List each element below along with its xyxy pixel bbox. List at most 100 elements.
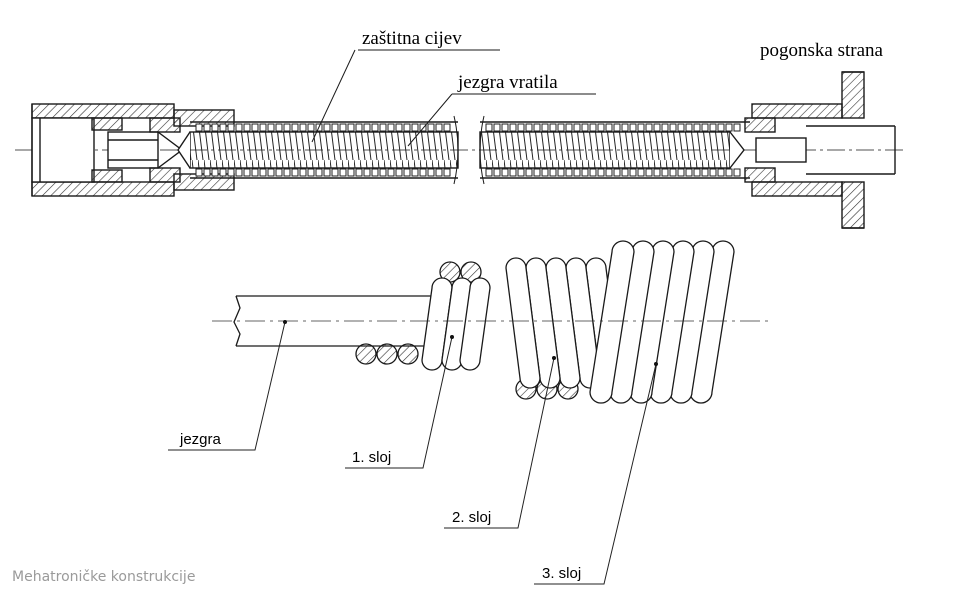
tube-coil [307,168,315,177]
tube-coil [411,168,419,177]
tube-coil [557,123,565,132]
tube-coil [485,123,493,132]
left-end-fitting [31,103,235,197]
spring-layers-drawing [233,240,735,404]
tube-coil [387,123,395,132]
tube-coil [219,168,227,177]
tube-coil [203,123,211,132]
tube-coil [355,123,363,132]
tube-coil [709,123,717,132]
tube-coil [195,123,203,132]
tube-coil [525,168,533,177]
tube-coil [371,168,379,177]
tube-coil [493,123,501,132]
tube-coil [629,123,637,132]
tube-coil [637,168,645,177]
right-tube-section [479,115,750,185]
spring-wire-loop [545,257,581,389]
tube-coil [267,123,275,132]
tube-coil [573,168,581,177]
tube-coil [395,123,403,132]
label-1-sloj: 1. sloj [352,449,391,466]
tube-coil [283,168,291,177]
tube-coil [363,123,371,132]
leader-jezgra [168,321,286,451]
tube-coil [613,123,621,132]
tube-coil [517,168,525,177]
tube-coil [661,123,669,132]
tube-coil [653,168,661,177]
tube-coil [677,123,685,132]
spring-wire-loop [609,240,655,404]
tube-coil [669,168,677,177]
tube-coil [363,168,371,177]
tube-coil [379,123,387,132]
tube-coil [685,123,693,132]
tube-coil [211,123,219,132]
tube-coil [549,168,557,177]
tube-coil [235,123,243,132]
tube-coil [685,168,693,177]
leader-1-sloj [345,336,453,469]
tube-coil [411,123,419,132]
tube-coil [435,123,443,132]
tube-coil [307,123,315,132]
layer-3-coils [589,240,735,404]
tube-coil [733,123,741,132]
tube-coil [597,168,605,177]
tube-coil [701,123,709,132]
spring-wire-loop [589,240,635,404]
tube-coil [557,168,565,177]
tube-coil [725,168,733,177]
spring-wire-loop [629,240,675,404]
tube-coil [629,168,637,177]
tube-coil [291,123,299,132]
tube-coil [645,123,653,132]
tube-coil [275,168,283,177]
tube-coil [323,168,331,177]
tube-coil [621,168,629,177]
tube-coil [323,123,331,132]
tube-coil [733,168,741,177]
tube-coil [443,123,451,132]
tube-coil [509,168,517,177]
tube-coil [395,168,403,177]
tube-coil [339,123,347,132]
shaft-section-drawing [15,49,905,229]
tube-coil [517,123,525,132]
tube-coil [581,123,589,132]
tube-coil [589,168,597,177]
tube-coil [379,168,387,177]
tube-coil [347,168,355,177]
tube-coil [533,168,541,177]
leader-tube [311,49,356,143]
tube-coil [485,168,493,177]
tube-coil [525,123,533,132]
footer-course-title: Mehatroničke konstrukcije [12,569,196,585]
tube-coil [387,168,395,177]
tube-coil [331,168,339,177]
spring-wire-loop [649,240,695,404]
tube-coil [243,168,251,177]
tube-coil [549,123,557,132]
tube-coil [291,168,299,177]
tube-coil [605,123,613,132]
tube-coil [493,168,501,177]
tube-coil [677,168,685,177]
label-zastitna-cijev: zaštitna cijev [362,28,462,49]
tube-coil [581,168,589,177]
tube-coil [251,123,259,132]
tube-coil [637,123,645,132]
tube-coil [259,123,267,132]
tube-coil [371,123,379,132]
tube-coil [597,123,605,132]
tube-coil [339,168,347,177]
tube-coil [509,123,517,132]
tube-coil [565,123,573,132]
tube-coil [621,123,629,132]
tube-coil [653,123,661,132]
tube-coil [275,123,283,132]
spring-wire-loop [459,277,491,371]
tube-coil [259,168,267,177]
leader-3-sloj [534,363,657,585]
